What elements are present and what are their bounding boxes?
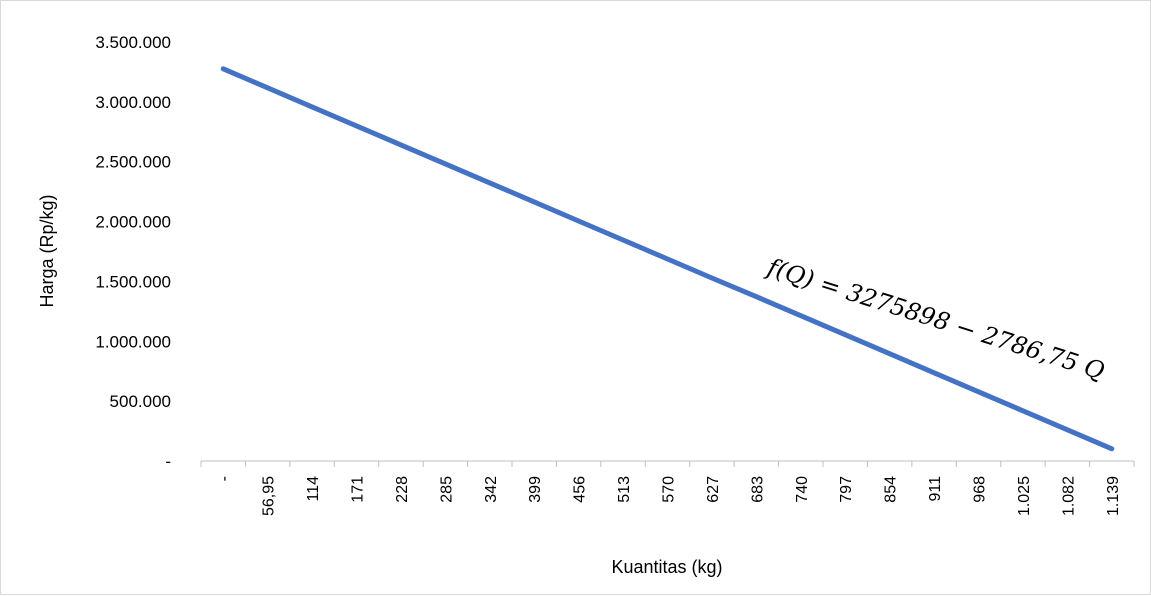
- y-tick-label: -: [165, 452, 171, 471]
- series-line: [220, 66, 1115, 452]
- y-tick-label: 500.000: [110, 392, 171, 411]
- y-tick-label: 1.000.000: [95, 332, 171, 351]
- x-tick-label: 342: [483, 476, 500, 503]
- x-tick-label: 740: [794, 476, 811, 503]
- x-tick-label: 911: [927, 476, 944, 502]
- x-tick-label: 1.082: [1060, 476, 1077, 516]
- y-axis-ticks: - 500.000 1.000.000 1.500.000 2.000.000 2.500…: [95, 33, 171, 471]
- x-tick-label: 627: [705, 476, 722, 503]
- x-tick-label: -: [216, 476, 233, 481]
- x-tick-label: 456: [572, 476, 589, 503]
- x-tick-label: 797: [838, 476, 855, 503]
- x-tick-label: 854: [883, 476, 900, 503]
- x-tick-label: 285: [438, 476, 455, 503]
- y-tick-label: 2.500.000: [95, 153, 171, 172]
- x-tick-label: 399: [527, 476, 544, 503]
- x-tick-label: 570: [661, 476, 678, 503]
- x-axis-tickmarks: [200, 461, 1135, 467]
- x-tick-label: 968: [972, 476, 989, 503]
- x-tick-label: 1.139: [1105, 476, 1122, 516]
- x-tick-label: 114: [305, 476, 322, 502]
- x-tick-label: 1.025: [1016, 476, 1033, 516]
- x-axis-title: Kuantitas (kg): [611, 557, 722, 577]
- x-axis-ticks: - 56,95 114 171 228 285 342 399 456 513 570 627 683 7…: [216, 476, 1122, 516]
- y-axis-title: Harga (Rp/kg): [37, 194, 57, 307]
- x-tick-label: 171: [350, 476, 367, 503]
- y-tick-label: 3.500.000: [95, 33, 171, 52]
- x-tick-label: 56,95: [261, 476, 278, 516]
- y-tick-label: 1.500.000: [95, 272, 171, 291]
- x-tick-label: 513: [616, 476, 633, 503]
- y-tick-label: 2.000.000: [95, 213, 171, 232]
- x-tick-label: 228: [394, 476, 411, 503]
- y-tick-label: 3.000.000: [95, 93, 171, 112]
- x-tick-label: 683: [749, 476, 766, 503]
